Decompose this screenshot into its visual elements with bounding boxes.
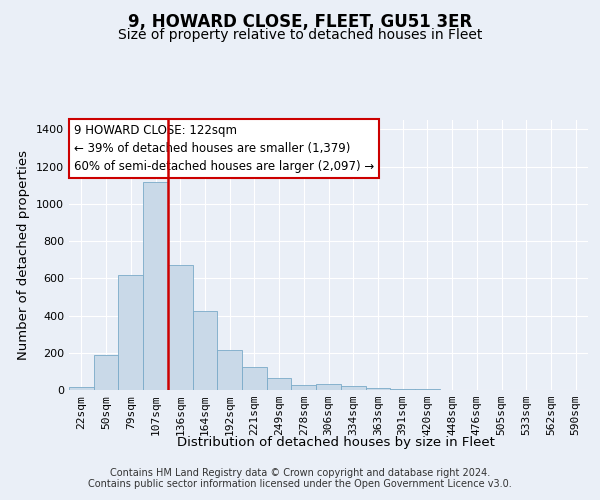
Bar xyxy=(69,387,94,390)
Bar xyxy=(193,311,217,390)
Bar xyxy=(118,276,143,390)
Text: 9 HOWARD CLOSE: 122sqm
← 39% of detached houses are smaller (1,379)
60% of semi-: 9 HOWARD CLOSE: 122sqm ← 39% of detached… xyxy=(74,124,374,173)
Bar xyxy=(242,366,267,390)
Bar xyxy=(292,386,316,390)
Bar xyxy=(316,384,341,390)
Y-axis label: Number of detached properties: Number of detached properties xyxy=(17,150,31,360)
Text: Size of property relative to detached houses in Fleet: Size of property relative to detached ho… xyxy=(118,28,482,42)
Bar xyxy=(143,182,168,390)
Bar xyxy=(168,265,193,390)
Bar xyxy=(94,354,118,390)
Bar xyxy=(415,389,440,390)
Bar xyxy=(267,378,292,390)
Text: Distribution of detached houses by size in Fleet: Distribution of detached houses by size … xyxy=(177,436,495,449)
Text: Contains HM Land Registry data © Crown copyright and database right 2024.: Contains HM Land Registry data © Crown c… xyxy=(110,468,490,477)
Text: 9, HOWARD CLOSE, FLEET, GU51 3ER: 9, HOWARD CLOSE, FLEET, GU51 3ER xyxy=(128,12,472,30)
Bar xyxy=(341,386,365,390)
Bar xyxy=(390,389,415,390)
Bar xyxy=(365,388,390,390)
Bar xyxy=(217,350,242,390)
Text: Contains public sector information licensed under the Open Government Licence v3: Contains public sector information licen… xyxy=(88,479,512,489)
